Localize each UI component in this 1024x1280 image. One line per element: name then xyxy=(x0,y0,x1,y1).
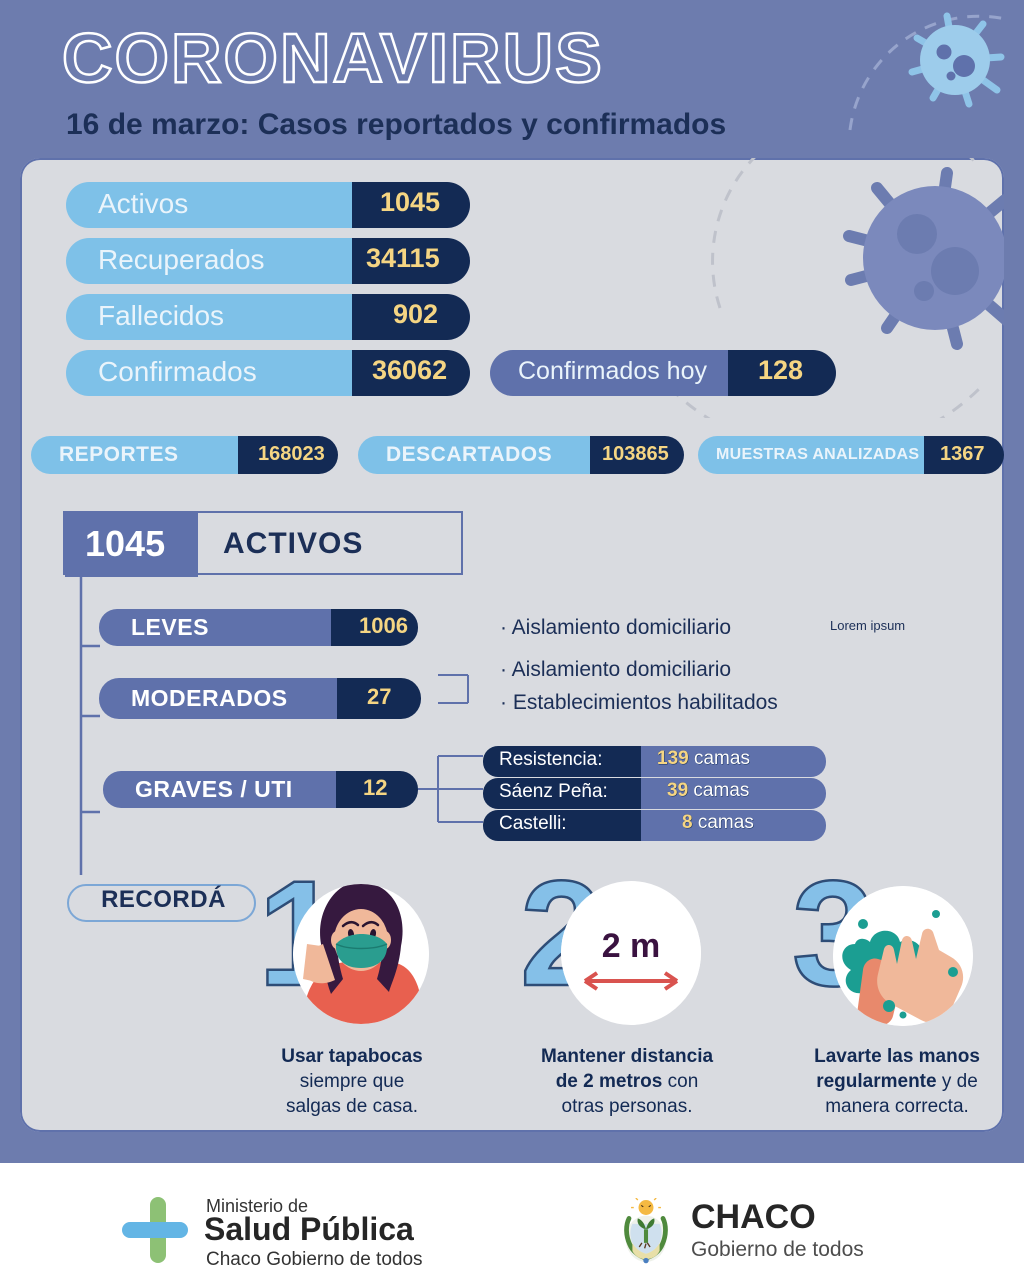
svg-text:2 m: 2 m xyxy=(602,927,661,965)
